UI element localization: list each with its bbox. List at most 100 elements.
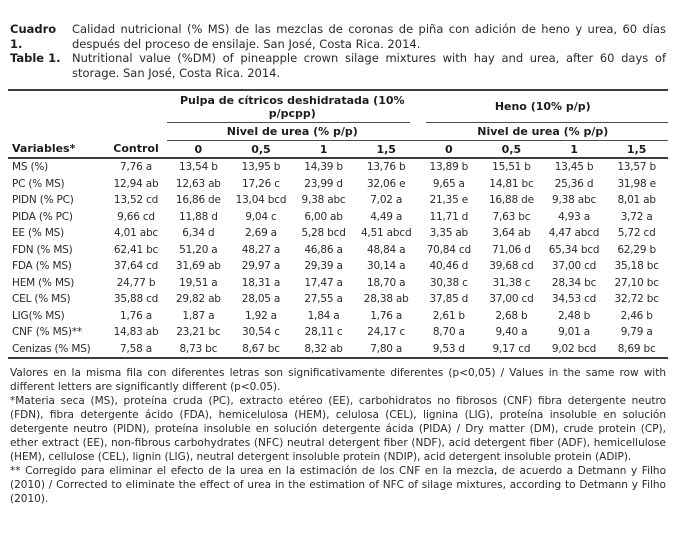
table-cell: 28,05 a <box>241 293 281 306</box>
table-cell: 65,34 bcd <box>548 243 600 256</box>
table-cell: 37,85 d <box>429 293 469 306</box>
row-variable-label: PC (% MS) <box>12 177 65 190</box>
table-cell: 19,51 a <box>179 276 218 289</box>
table-cell: 62,41 bc <box>113 243 159 256</box>
table-cell: 30,14 a <box>366 260 406 273</box>
table-cell: 4,01 abc <box>114 227 159 240</box>
table-row: PC (% MS) 12,94 ab 12,63 ab 17,26 c 23,99 d 3… <box>8 176 668 193</box>
table-cell: 28,34 bc <box>551 276 597 289</box>
table-cell: 7,76 a <box>120 161 152 174</box>
table-cell: 7,63 bc <box>492 210 531 223</box>
column-header-urea-level: 1,5 <box>605 140 668 159</box>
table-cell: 9,38 abc <box>301 194 346 207</box>
table-header: Pulpa de cítricos deshidratada (10% p/pc… <box>8 90 668 159</box>
footnote-cnf-correction: ** Corregido para eliminar el efecto de … <box>10 465 666 505</box>
footnotes: Valores en la misma fila con diferentes … <box>10 366 666 506</box>
table-cell: 13,76 b <box>366 161 406 174</box>
table-cell: 13,54 b <box>179 161 218 174</box>
column-header-row: Variables* Control 0 0,5 1 1,5 0 0,5 1 1… <box>8 140 668 159</box>
footnote-significance: Valores en la misma fila con diferentes … <box>10 367 666 393</box>
table-cell: 5,28 bcd <box>301 227 346 240</box>
table-cell: 6,00 ab <box>304 210 343 223</box>
table-cell: 12,94 ab <box>113 177 159 190</box>
table-cell: 21,35 e <box>429 194 469 207</box>
table-cell: 8,69 bc <box>605 340 668 359</box>
table-cell: 4,93 a <box>558 210 591 223</box>
row-variable-label: Cenizas (% MS) <box>8 340 106 359</box>
table-cell: 70,84 cd <box>426 243 471 256</box>
table-cell: 32,72 bc <box>614 293 659 306</box>
column-header-urea-level: 0,5 <box>229 140 293 159</box>
table-cell: 7,58 a <box>105 340 168 359</box>
column-header-urea-level: 0 <box>417 140 481 159</box>
row-variable-label: CNF (% MS)** <box>12 326 82 339</box>
table-cell: 28,38 ab <box>363 293 409 306</box>
caption-en-text: Nutritional value (%DM) of pineapple cro… <box>72 51 666 80</box>
table-row: PIDA (% PC) 9,66 cd 11,88 d 9,04 c 6,00 ab 4,… <box>8 209 668 226</box>
nutrition-table: Pulpa de cítricos deshidratada (10% p/pc… <box>8 89 668 359</box>
table-cell: 8,70 a <box>432 326 465 339</box>
table-cell: 4,49 a <box>370 210 403 223</box>
footnote-abbreviations: *Materia seca (MS), proteína cruda (PC),… <box>10 395 666 463</box>
table-row: FDN (% MS) 62,41 bc 51,20 a 48,27 a 46,86 a 4… <box>8 242 668 259</box>
table-cell: 9,53 d <box>417 340 481 359</box>
row-variable-label: EE (% MS) <box>12 227 65 240</box>
table-cell: 31,98 e <box>617 177 656 190</box>
table-cell: 9,66 cd <box>117 210 155 223</box>
row-variable-label: FDA (% MS) <box>12 260 72 273</box>
table-row: LIG(% MS) 1,76 a 1,87 a 1,92 a 1,84 a 1,76 a 2… <box>8 308 668 325</box>
table-cell: 1,76 a <box>370 309 403 322</box>
table-cell: 4,51 abcd <box>360 227 412 240</box>
table-cell: 25,36 d <box>554 177 594 190</box>
table-cell: 8,73 bc <box>167 340 230 359</box>
table-cell: 8,67 bc <box>229 340 293 359</box>
row-variable-label: PIDA (% PC) <box>12 210 73 223</box>
table-cell: 11,88 d <box>179 210 218 223</box>
table-cell: 29,82 ab <box>175 293 221 306</box>
table-cell: 28,11 c <box>304 326 343 339</box>
column-header-variables: Variables* <box>8 140 106 159</box>
table-cell: 13,52 cd <box>113 194 159 207</box>
table-row: CNF (% MS)** 14,83 ab 23,21 bc 30,54 c 28,11… <box>8 324 668 341</box>
table-cell: 18,31 a <box>241 276 281 289</box>
table-cell: 2,69 a <box>244 227 277 240</box>
table-cell: 27,10 bc <box>614 276 659 289</box>
table-cell: 2,61 b <box>432 309 465 322</box>
column-header-urea-level: 1 <box>542 140 606 159</box>
table-cell: 6,34 d <box>182 227 215 240</box>
table-cell: 30,54 c <box>242 326 280 339</box>
row-variable-label: MS (%) <box>12 161 49 174</box>
table-cell: 9,01 a <box>558 326 591 339</box>
table-cell: 17,47 a <box>304 276 343 289</box>
caption-spanish: Cuadro 1. Calidad nutricional (% MS) de … <box>10 22 666 51</box>
table-cell: 62,29 b <box>617 243 656 256</box>
caption-english: Table 1. Nutritional value (%DM) of pine… <box>10 51 666 80</box>
table-cell: 1,92 a <box>244 309 277 322</box>
table-cell: 37,00 cd <box>551 260 597 273</box>
table-caption: Cuadro 1. Calidad nutricional (% MS) de … <box>10 22 666 80</box>
table-cell: 23,99 d <box>304 177 343 190</box>
table-cell: 11,71 d <box>429 210 469 223</box>
table-cell: 35,88 cd <box>113 293 159 306</box>
table-cell: 13,04 bcd <box>235 194 287 207</box>
table-cell: 24,17 c <box>367 326 406 339</box>
table-cell: 31,38 c <box>492 276 531 289</box>
table-cell: 12,63 ab <box>175 177 221 190</box>
table-cell: 29,97 a <box>241 260 281 273</box>
table-cell: 8,01 ab <box>617 194 656 207</box>
row-variable-label: PIDN (% PC) <box>12 194 74 207</box>
column-header-urea-level: 1,5 <box>354 140 418 159</box>
table-cell: 9,79 a <box>620 326 653 339</box>
table-cell: 39,68 cd <box>489 260 534 273</box>
table-cell: 8,32 ab <box>292 340 355 359</box>
table-cell: 3,35 ab <box>429 227 469 240</box>
table-cell: 16,86 de <box>175 194 221 207</box>
group-header-row: Pulpa de cítricos deshidratada (10% p/pc… <box>8 90 668 123</box>
caption-en-label: Table 1. <box>10 51 61 65</box>
table-cell: 9,40 a <box>495 326 528 339</box>
table-cell: 23,21 bc <box>176 326 221 339</box>
caption-es-text: Calidad nutricional (% MS) de las mezcla… <box>72 22 666 51</box>
table-cell: 1,84 a <box>307 309 340 322</box>
table-cell: 2,48 b <box>557 309 591 322</box>
